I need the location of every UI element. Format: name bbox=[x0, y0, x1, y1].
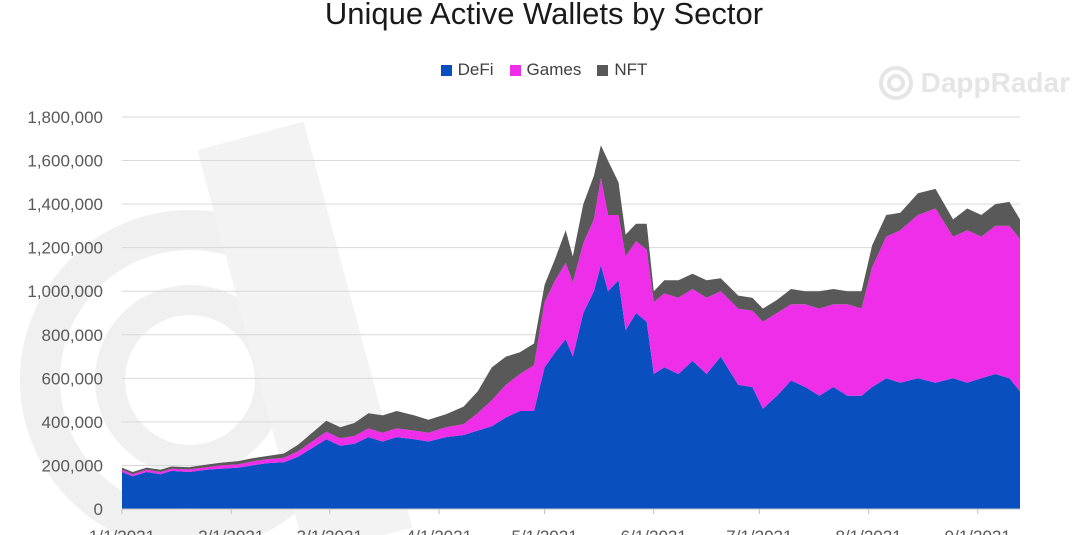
brand-name: DappRadar bbox=[920, 67, 1070, 98]
x-tick-label: 6/1/2021 bbox=[621, 527, 687, 535]
legend-label-defi: DeFi bbox=[457, 60, 494, 79]
y-tick-label: 1,600,000 bbox=[27, 152, 103, 171]
y-tick-label: 1,000,000 bbox=[27, 282, 103, 301]
legend-label-nft: NFT bbox=[614, 60, 648, 79]
dappradar-logo-icon bbox=[878, 66, 913, 100]
legend-swatch-defi bbox=[440, 64, 452, 76]
legend-item-defi: DeFi bbox=[440, 60, 494, 80]
y-tick-label: 1,400,000 bbox=[27, 195, 103, 214]
legend-item-games: Games bbox=[509, 60, 582, 80]
chart-legend: DeFi Games NFT bbox=[0, 60, 1088, 80]
x-tick-label: 8/1/2021 bbox=[835, 527, 901, 535]
x-axis-ticks: 1/1/2021 2/1/2021 3/1/2021 4/1/2021 5/1/2021… bbox=[89, 509, 1011, 535]
chart-title: Unique Active Wallets by Sector bbox=[324, 0, 764, 31]
legend-item-nft: NFT bbox=[597, 60, 647, 80]
dappradar-logo: DappRadar bbox=[878, 66, 1070, 100]
y-tick-label: 600,000 bbox=[42, 369, 103, 388]
x-tick-label: 7/1/2021 bbox=[726, 527, 792, 535]
y-tick-label: 200,000 bbox=[42, 456, 103, 475]
x-tick-label: 2/1/2021 bbox=[198, 527, 264, 535]
x-tick-label: 4/1/2021 bbox=[406, 527, 472, 535]
y-tick-label: 800,000 bbox=[42, 326, 103, 345]
x-tick-label: 5/1/2021 bbox=[511, 527, 577, 535]
y-tick-label: 0 bbox=[94, 500, 103, 519]
x-tick-label: 9/1/2021 bbox=[945, 527, 1011, 535]
y-tick-label: 1,800,000 bbox=[27, 108, 103, 127]
area-series bbox=[122, 145, 1020, 510]
legend-label-games: Games bbox=[526, 60, 582, 79]
y-tick-label: 400,000 bbox=[42, 413, 103, 432]
legend-swatch-nft bbox=[597, 64, 609, 76]
x-tick-label: 3/1/2021 bbox=[297, 527, 363, 535]
y-tick-label: 1,200,000 bbox=[27, 239, 103, 258]
area-games bbox=[122, 178, 1020, 477]
legend-swatch-games bbox=[509, 64, 521, 76]
area-defi bbox=[122, 265, 1020, 509]
y-axis-ticks: 0 200,000 400,000 600,000 800,000 1,000,000 1,… bbox=[27, 108, 103, 519]
x-tick-label: 1/1/2021 bbox=[89, 527, 155, 535]
